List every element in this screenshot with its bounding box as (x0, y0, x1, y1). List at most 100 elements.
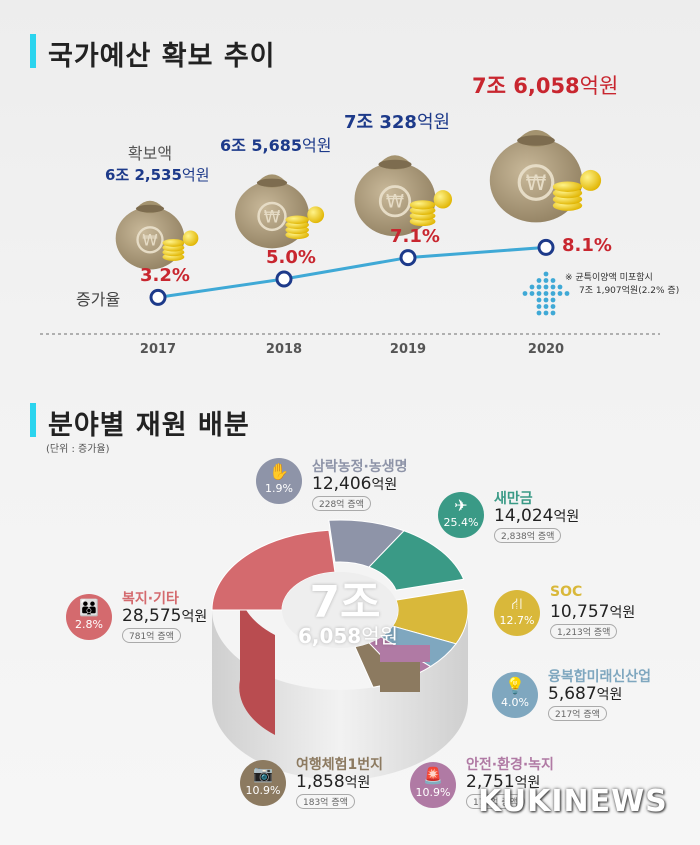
siren-icon: 🚨 (423, 766, 443, 785)
rate-legend-label: 증가율 (76, 290, 121, 309)
section1-accent-bar (30, 34, 36, 68)
future-industry-amount: 5,687억원 (548, 684, 623, 704)
up-arrow-dot (550, 284, 556, 290)
saemangeum-name: 새만금 (494, 491, 533, 507)
up-arrow-dot (529, 284, 535, 290)
soc-amount: 10,757억원 (550, 602, 636, 622)
x-tick-2019: 2019 (389, 342, 427, 357)
airplane-icon: ✈ (454, 496, 468, 515)
amount-label-2020: 7조 6,058억원 (472, 74, 619, 98)
up-arrow-dot (536, 297, 542, 303)
section2-title: 분야별 재원 배분 (48, 410, 250, 441)
up-arrow-dot (557, 291, 563, 296)
saemangeum-amount: 14,024억원 (494, 506, 580, 526)
up-arrow-dot (550, 291, 556, 296)
amount-label-2019: 7조 328억원 (344, 112, 451, 133)
up-arrow-dot (536, 284, 542, 290)
rate-line-chart (40, 238, 660, 335)
x-tick-2020: 2020 (527, 342, 565, 357)
up-arrow-dot (550, 304, 556, 309)
amount-legend-label: 확보액 (127, 144, 173, 163)
safety-amount: 2,751억원 (466, 772, 541, 792)
svg-text:₩: ₩ (142, 231, 157, 249)
safety-badge: 🚨 10.9% (410, 762, 456, 808)
up-arrow-dot (543, 271, 549, 277)
soc-increase: 1,213억 증액 (550, 624, 618, 639)
up-arrow-dot (543, 304, 549, 309)
amount-label-2018: 6조 5,685억원 (220, 136, 332, 155)
safety-increase: 170억 증액 (466, 794, 525, 809)
rate-label-2018: 5.0% (266, 247, 316, 268)
up-arrow-dot (536, 291, 542, 296)
ring-safety-block (380, 645, 430, 662)
unit-note: (단위 : 증가율) (46, 444, 110, 455)
ring-travel-block (380, 662, 420, 692)
soc-badge: ⛙ 12.7% (494, 590, 540, 636)
money-bag-icon-2020: ₩ (489, 130, 602, 223)
rate-label-2020: 8.1% (562, 235, 612, 257)
lightbulb-icon: 💡 (505, 676, 525, 695)
up-arrow-dot (543, 291, 549, 296)
x-tick-2017: 2017 (139, 342, 177, 357)
up-arrow-dot (536, 310, 542, 316)
travel-increase: 183억 증액 (296, 794, 355, 809)
money-bags-illustration: ₩ ₩ ₩ ₩ (115, 130, 602, 270)
section2-accent-bar (30, 403, 36, 437)
money-bag-icon-2019: ₩ (354, 155, 453, 237)
ring-inner-hole (282, 572, 398, 648)
family-icon: 👪 (79, 598, 99, 617)
up-arrow-dot (557, 284, 563, 290)
ring-center-total: 7조 (309, 577, 381, 628)
up-arrow-dot (543, 284, 549, 290)
up-arrow-dot (543, 310, 549, 316)
ring-welfare-wall (239, 580, 275, 735)
welfare-increase: 781억 증액 (122, 628, 181, 643)
road-icon: ⛙ (511, 594, 523, 613)
rate-point-2020 (537, 238, 555, 256)
welfare-name: 복지·기타 (122, 591, 179, 607)
money-bag-icon-2017: ₩ (115, 200, 199, 270)
welfare-amount: 28,575억원 (122, 606, 208, 626)
x-tick-2018: 2018 (265, 342, 303, 357)
svg-text:₩: ₩ (386, 192, 404, 213)
section1-title: 국가예산 확보 추이 (48, 41, 276, 72)
up-arrow-dot (529, 291, 535, 296)
camera-icon: 📷 (253, 764, 273, 783)
welfare-badge: 👪 2.8% (66, 594, 112, 640)
up-arrow-icon (522, 271, 570, 316)
budget-allocation-ring (211, 519, 469, 780)
up-arrow-dot (543, 278, 549, 283)
ring-center-amount: 6,058억원 (297, 624, 399, 648)
amount-label-2017: 6조 2,535억원 (105, 166, 210, 184)
future-industry-increase: 217억 증액 (548, 706, 607, 721)
agriculture-name: 삼락농정·농생명 (312, 459, 408, 475)
up-arrow-dot (550, 297, 556, 303)
up-arrow-dot (543, 297, 549, 303)
rate-label-2019: 7.1% (390, 225, 440, 247)
rate-label-2017: 3.2% (140, 265, 190, 287)
up-arrow-dot (550, 310, 556, 316)
saemangeum-increase: 2,838억 증액 (494, 528, 562, 543)
up-arrow-dot (522, 291, 528, 296)
sprout-hand-icon: ✋ (269, 462, 289, 481)
up-arrow-dot (550, 278, 556, 283)
rate-series-line (157, 245, 547, 299)
future-industry-name: 융복합미래신산업 (548, 669, 652, 685)
ring-outer-wall (212, 610, 468, 780)
rate-point-2019 (399, 249, 417, 267)
soc-name: SOC (550, 584, 583, 600)
saemangeum-badge: ✈ 25.4% (438, 492, 484, 538)
up-arrow-dot (536, 278, 542, 283)
rate-point-2017 (149, 288, 167, 306)
up-arrow-dot (536, 304, 542, 309)
future-industry-badge: 💡 4.0% (492, 672, 538, 718)
travel-amount: 1,858억원 (296, 772, 371, 792)
travel-name: 여행체험1번지 (296, 757, 384, 773)
safety-name: 안전·환경·녹지 (466, 757, 554, 773)
money-bag-icon-2018: ₩ (235, 174, 325, 249)
agriculture-badge: ✋ 1.9% (256, 458, 302, 504)
travel-badge: 📷 10.9% (240, 760, 286, 806)
agriculture-increase: 228억 증액 (312, 496, 371, 511)
ring-slice-3 (368, 530, 465, 591)
footnote: ※ 균특이양액 미포함시 7조 1,907억원(2.2% 증) (565, 273, 680, 296)
